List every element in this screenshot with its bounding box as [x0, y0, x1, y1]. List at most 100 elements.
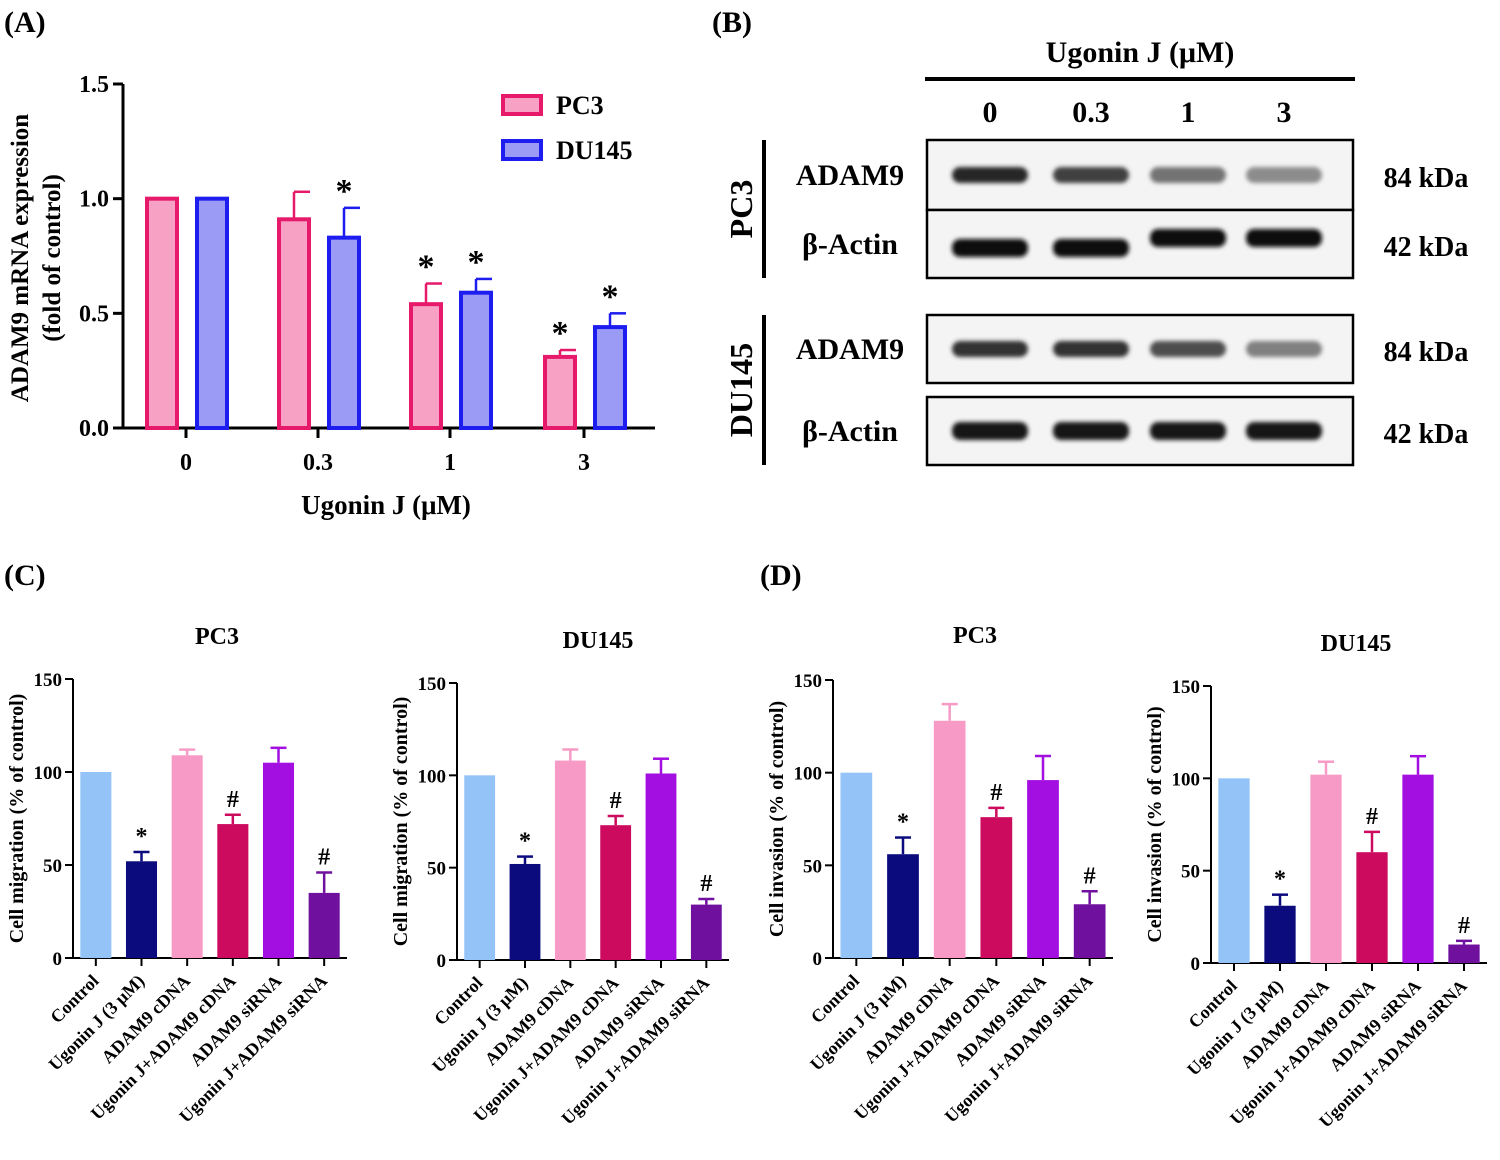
bar: [690, 904, 722, 960]
significance-mark: *: [418, 249, 435, 286]
y-axis-label: Cell invasion (% of control): [1144, 706, 1166, 942]
y-tick-label: 0: [437, 951, 447, 972]
y-tick-label: 100: [34, 763, 63, 784]
lane-label: 1: [1181, 96, 1196, 129]
bar: [1264, 905, 1296, 963]
chart-title: DU145: [1321, 631, 1392, 657]
legend-swatch-du145: [501, 139, 543, 161]
blot-band: [1150, 167, 1226, 183]
blot-protein-label: β-Actin: [802, 415, 898, 448]
y-tick-label: 150: [34, 670, 63, 691]
x-tick-label: 1: [444, 450, 456, 476]
bar: [1448, 944, 1480, 963]
significance-mark: *: [468, 244, 485, 281]
blot-protein-label: β-Actin: [802, 228, 898, 261]
y-axis-label: Cell migration (% of control): [390, 697, 412, 947]
panel-label-a: (A): [4, 6, 46, 39]
chart-title: PC3: [953, 623, 997, 649]
bar-pc3: [145, 196, 179, 430]
bar-pc3: [543, 354, 577, 431]
blot-size-label: 42 kDa: [1384, 419, 1469, 450]
blot-protein-label: ADAM9: [796, 159, 904, 192]
blot-band: [1246, 229, 1322, 247]
y-tick-label: 1.5: [79, 72, 109, 98]
bar: [262, 762, 295, 958]
y-tick-label: 100: [794, 764, 823, 785]
y-axis-label: Cell migration (% of control): [6, 694, 28, 944]
bar: [840, 772, 873, 958]
blot-band: [1246, 167, 1322, 183]
blot-band: [952, 341, 1028, 357]
bar: [554, 760, 586, 960]
y-tick-label: 0.0: [79, 416, 109, 442]
legend-label: PC3: [556, 91, 604, 120]
panel-label-c: (C): [4, 559, 46, 592]
bar: [125, 861, 158, 958]
y-tick-label: 100: [418, 766, 447, 787]
y-axis-label-2: (fold of control): [39, 174, 66, 342]
legend-swatch-pc3: [501, 94, 543, 116]
western-blot: Ugonin J (μM) 0 0.3 1 3 PC3 ADAM9 84 kDa β-Act…: [723, 36, 1469, 467]
bar-du145: [459, 290, 493, 430]
blot-cell-label: DU145: [723, 343, 759, 437]
chart-title: PC3: [195, 624, 239, 650]
y-tick-label: 1.0: [79, 187, 109, 213]
blot-size-label: 84 kDa: [1384, 337, 1469, 368]
bar: [1218, 778, 1250, 963]
x-axis-label: Ugonin J (μM): [301, 490, 471, 520]
y-tick-label: 50: [1181, 862, 1200, 883]
legend-label: DU145: [556, 136, 633, 165]
significance-mark: #: [700, 871, 712, 897]
y-tick-label: 50: [803, 856, 822, 877]
bar: [308, 892, 340, 958]
bar: [80, 772, 112, 958]
blot-band: [1150, 422, 1226, 440]
y-tick-label: 50: [427, 859, 446, 880]
blot-band: [1246, 341, 1322, 357]
significance-mark: *: [1274, 867, 1286, 893]
significance-mark: #: [610, 788, 622, 814]
significance-mark: *: [519, 829, 531, 855]
significance-mark: *: [602, 278, 619, 315]
blot-band: [1150, 229, 1226, 247]
lane-label: 3: [1277, 96, 1292, 129]
significance-mark: *: [897, 810, 909, 836]
bar: [171, 755, 203, 958]
blot-band: [1053, 167, 1129, 183]
bar-du145: [195, 196, 229, 430]
panel-label-d: (D): [760, 559, 802, 592]
significance-mark: #: [1084, 863, 1096, 889]
blot-protein-label: ADAM9: [796, 333, 904, 366]
y-tick-label: 50: [43, 856, 62, 877]
bar: [645, 773, 677, 960]
blot-band: [952, 167, 1028, 183]
bar-pc3: [277, 217, 311, 430]
y-tick-label: 150: [794, 671, 823, 692]
y-axis-label: Cell invasion (% of control): [766, 701, 788, 937]
blot-band: [1053, 239, 1129, 257]
blot-band: [1150, 341, 1226, 357]
blot-size-label: 84 kDa: [1384, 163, 1469, 194]
y-tick-label: 0: [1191, 954, 1201, 975]
lane-label: 0.3: [1072, 96, 1110, 129]
blot-band: [952, 422, 1028, 440]
significance-mark: *: [552, 315, 569, 352]
significance-mark: #: [1458, 913, 1470, 939]
bar-du145: [327, 235, 361, 430]
bar: [887, 854, 919, 958]
blot-band: [1246, 422, 1322, 440]
bar: [933, 720, 966, 958]
bar-du145: [593, 325, 627, 430]
significance-mark: #: [227, 787, 239, 813]
y-tick-label: 0: [53, 949, 63, 970]
significance-mark: #: [1366, 804, 1378, 830]
bar: [509, 863, 541, 960]
bar: [1073, 904, 1106, 958]
y-axis-label: ADAM9 mRNA expression: [7, 114, 34, 403]
chart-title: DU145: [563, 628, 634, 654]
bar-pc3: [409, 302, 443, 430]
